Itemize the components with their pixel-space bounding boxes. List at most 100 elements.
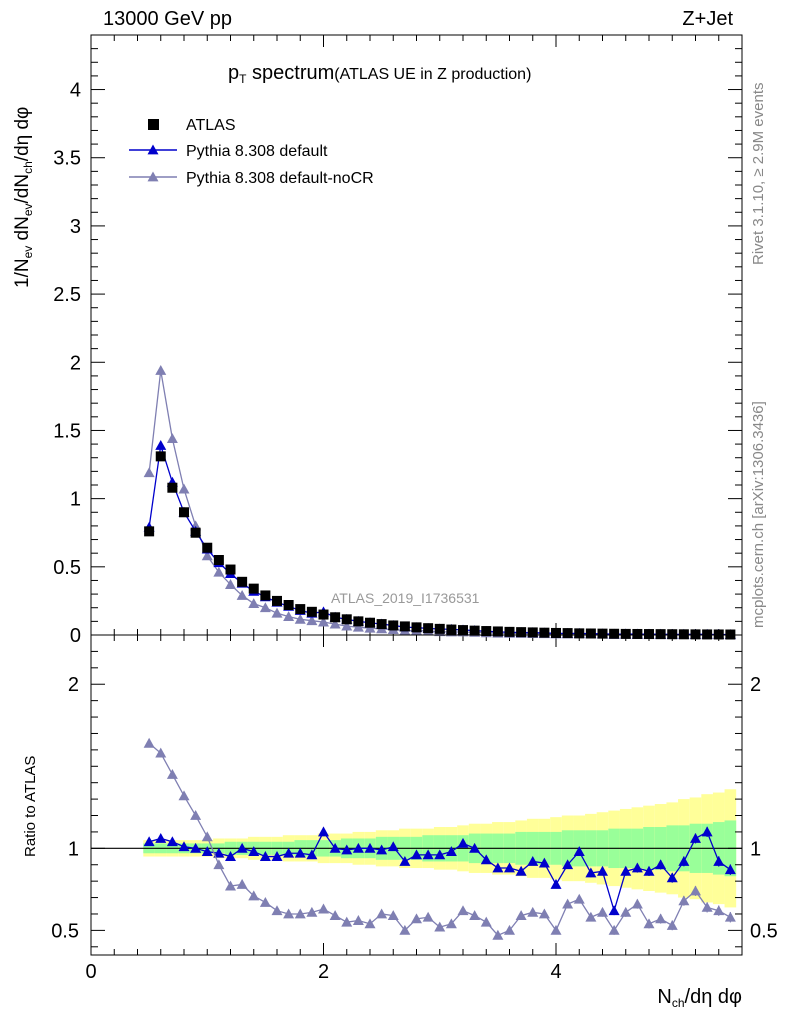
atlas-point (562, 628, 573, 639)
atlas-point (458, 625, 468, 636)
xlabel-sub: ch (671, 996, 685, 1010)
y-tick-label: 0 (70, 625, 81, 647)
default-ratio-point (643, 865, 655, 876)
atlas-point (551, 627, 561, 638)
atlas-point (632, 628, 643, 639)
legend: ATLAS Pythia 8.308 default Pythia 8.308 de… (129, 117, 374, 187)
atlas-point (283, 600, 294, 610)
default-line (148, 445, 731, 636)
atlas-point (155, 451, 166, 462)
nocr-ratio-point (445, 918, 457, 929)
nocr-point (248, 598, 260, 609)
atlas-point (213, 555, 224, 565)
nocr-ratio-point (492, 929, 504, 940)
nocr-ratio-point (248, 890, 260, 901)
default-ratio-point (701, 826, 713, 837)
x-axis-label: Nch/dη dφ (657, 986, 742, 1010)
atlas-point (388, 620, 399, 631)
ratio-panel-series (143, 737, 736, 940)
default-ratio-point (434, 849, 446, 860)
atlas-point (225, 564, 236, 575)
nocr-point (178, 483, 190, 494)
ratio-uncertainty-bands (91, 789, 742, 908)
ratio-y-tick-label: 0.5 (51, 920, 79, 942)
y-tick-label: 3.5 (53, 148, 81, 170)
atlas-point (504, 626, 515, 637)
default-ratio-point (469, 842, 481, 853)
atlas-point (667, 629, 678, 640)
default-ratio-point (387, 841, 399, 852)
atlas-point (574, 628, 585, 639)
atlas-point (713, 629, 724, 640)
xlabel-part-b: /dη dφ (684, 986, 742, 1008)
nocr-ratio-point (341, 916, 353, 927)
nocr-point (213, 566, 225, 577)
nocr-point (201, 550, 213, 561)
legend-marker-atlas (148, 119, 159, 130)
atlas-point (295, 604, 306, 615)
ylabel-part-c: /dN (12, 173, 33, 204)
default-ratio-point (364, 842, 376, 853)
default-ratio-point (631, 862, 643, 873)
default-ratio-point (562, 859, 574, 870)
ylabel-sub-c: ch (21, 161, 35, 174)
default-ratio-point (352, 842, 364, 853)
default-ratio-point (678, 855, 690, 866)
default-ratio-point (504, 862, 515, 873)
nocr-ratio-point (573, 893, 585, 904)
default-ratio-point (341, 844, 353, 855)
nocr-ratio-point (411, 913, 422, 924)
ratio-y-tick-label-right: 1 (750, 838, 761, 860)
nocr-ratio-point (562, 898, 574, 909)
nocr-point (329, 618, 341, 629)
atlas-point (539, 627, 550, 638)
atlas-point (202, 542, 213, 553)
nocr-point (306, 615, 318, 626)
default-ratio-point (515, 865, 527, 876)
nocr-ratio-point (201, 831, 213, 842)
energy-label: 13000 GeV pp (103, 8, 232, 30)
atlas-point (260, 590, 271, 601)
default-ratio-point (713, 855, 725, 866)
atlas-point (272, 595, 282, 606)
nocr-ratio-point (597, 906, 608, 917)
atlas-point (655, 629, 666, 640)
y-tick-label: 1.5 (53, 420, 81, 442)
nocr-ratio-point (329, 910, 341, 921)
nocr-ratio-point (538, 908, 550, 919)
ylabel-part-b: dN (12, 216, 33, 246)
default-ratio-point (399, 855, 411, 866)
nocr-ratio-point (271, 905, 283, 916)
atlas-point (306, 606, 317, 617)
mcplots-label: mcplots.cern.ch [arXiv:1306.3436] (750, 401, 767, 628)
ratio-y-axis-label: Ratio to ATLAS (22, 755, 39, 857)
x-tick-label: 2 (318, 961, 329, 983)
nocr-point (318, 616, 329, 627)
y-tick-label: 0.5 (53, 557, 81, 579)
nocr-ratio-point (318, 903, 329, 914)
atlas-point (341, 614, 352, 625)
nocr-ratio-point (643, 918, 655, 929)
nocr-ratio-point (655, 913, 667, 924)
default-ratio-point (690, 832, 701, 843)
nocr-point (271, 607, 283, 618)
ylabel-part-a: 1/N (12, 258, 33, 288)
atlas-point (446, 624, 457, 635)
default-ratio-point (597, 865, 608, 876)
nocr-point (166, 433, 178, 444)
atlas-point (248, 583, 259, 594)
default-ratio-point (422, 849, 434, 860)
nocr-ratio-point (434, 921, 446, 932)
default-ratio-point (527, 855, 539, 866)
default-ratio-point (318, 826, 329, 837)
default-ratio-point (376, 844, 388, 855)
title-p-subscript: T (239, 72, 247, 86)
nocr-ratio-point (631, 898, 643, 909)
tick-labels: 0 0.5 1 1.5 2 2.5 3 3.5 4 0.5 0.5 1 1 2 2 0 2 4 (51, 80, 778, 983)
atlas-point (620, 628, 631, 639)
atlas-point (399, 621, 410, 632)
default-ratio-point (259, 851, 271, 861)
nocr-point (259, 602, 271, 613)
nocr-ratio-point (527, 906, 539, 917)
nocr-ratio-point (422, 911, 434, 922)
